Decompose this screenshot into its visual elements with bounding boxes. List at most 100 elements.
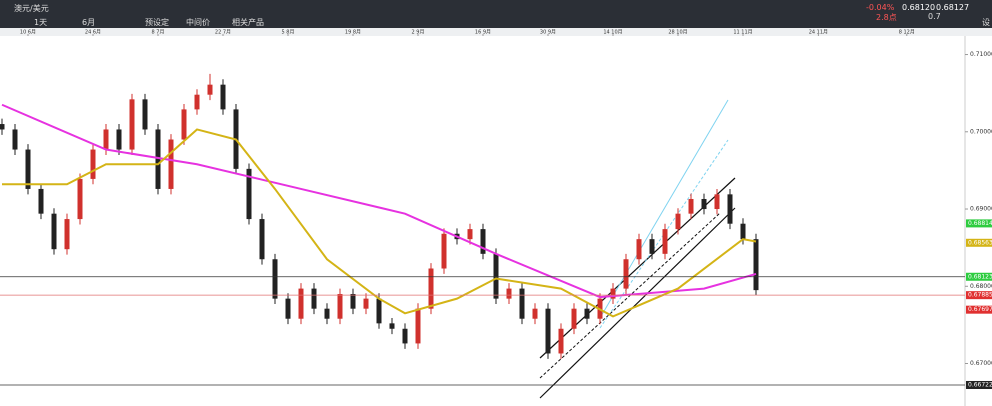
candle-body [90,149,96,179]
candle-body [623,259,629,289]
related[interactable]: 相关产品 [232,18,264,27]
x-tick-label: 10 6月 [20,30,36,36]
candle-body [181,109,187,140]
candle-body [649,239,655,254]
x-tick-label: 28 10月 [668,30,687,36]
candle-body [168,139,174,189]
candle-body [103,129,109,150]
candle-body [727,194,733,224]
spread: 0.7 [928,12,941,21]
moving-average [1,103,757,299]
candle-body [493,253,499,299]
preset[interactable]: 预设定 [145,18,169,27]
toolbar: 澳元/美元 1天 6月 预设定 中间价 相关产品 -0.04% 2.8点 0.6… [0,0,992,28]
candle-body [363,298,369,309]
x-tick-label: 2 9月 [412,30,425,36]
candle-body [532,308,538,319]
candle-body [38,188,44,214]
candle-body [545,308,551,354]
x-tick-label: 8 12月 [899,30,915,36]
candle-body [220,84,226,110]
candle-body [558,328,564,354]
candle-body [25,149,31,189]
candle-body [584,308,590,319]
candle-body [740,223,746,240]
candle-body [701,198,707,210]
candle-body [311,288,317,309]
symbol[interactable]: 澳元/美元 [14,4,49,13]
price-tag-label: 0.67885 [968,292,992,299]
price-tag [966,272,992,281]
price-tag [966,238,992,247]
price-tag-label: 0.68123 [968,273,992,280]
candle-body [246,168,252,220]
candle-body [688,198,694,214]
x-tick-label: 5 8月 [282,30,295,36]
price-tag-label: 0.66722 [968,381,992,388]
x-tick-label: 22 7月 [215,30,231,36]
candle-body [610,288,616,299]
x-tick-label: 11 11月 [733,30,752,36]
x-tick-label: 24 11月 [809,30,828,36]
candle-body [259,219,265,260]
candle-body [428,268,434,309]
candle-body [77,178,83,220]
ask[interactable]: 0.68127 [936,3,970,12]
bid[interactable]: 0.68120 [902,3,936,12]
candle-body [194,94,200,110]
x-tick-label: 16 9月 [475,30,491,36]
change: -0.04% [866,3,895,12]
points: 2.8点 [876,13,897,22]
candle-body [376,298,382,324]
candle-body [636,239,642,260]
candle-body [506,288,512,299]
x-tick-label: 24 6月 [85,30,101,36]
price-tag-label: 0.67697 [968,306,992,313]
candle-body [441,233,447,269]
candle-body [51,213,57,250]
candle-body [12,129,18,150]
candle-body [480,229,486,254]
candle-body [285,298,291,319]
price-tag [966,305,992,314]
price-tag-label: 0.68563 [968,239,992,246]
candle-body [519,288,525,319]
x-tick-label: 8 7月 [152,30,165,36]
candle-body [350,293,356,309]
candle-body [129,99,135,150]
mid-price[interactable]: 中间价 [186,18,210,27]
candle-body [389,323,395,329]
candle-body [64,219,70,250]
candle-body [324,308,330,319]
candle-body [675,213,681,230]
candle-body [402,328,408,344]
candle-body [714,194,720,210]
candle-body [662,229,668,254]
fib-line [599,139,729,329]
candle-body [155,129,161,189]
candle-body [337,293,343,319]
price-tag-label: 0.68814 [968,220,992,227]
settings[interactable]: 设 [982,18,990,27]
candle-body [571,308,577,329]
range[interactable]: 6月 [82,18,96,27]
price-tag [966,219,992,228]
candle-body [415,308,421,344]
period[interactable]: 1天 [34,18,48,27]
candle-body [272,259,278,299]
candle-body [0,124,5,130]
price-tag [966,291,992,300]
y-tick-label: 0.67000 [970,360,992,367]
candle-body [142,99,148,130]
fib-line [599,99,729,319]
candle-body [116,129,122,150]
x-tick-label: 19 8月 [345,30,361,36]
price-tag [966,380,992,389]
moving-average [2,128,757,318]
date-axis-bg [0,28,992,36]
